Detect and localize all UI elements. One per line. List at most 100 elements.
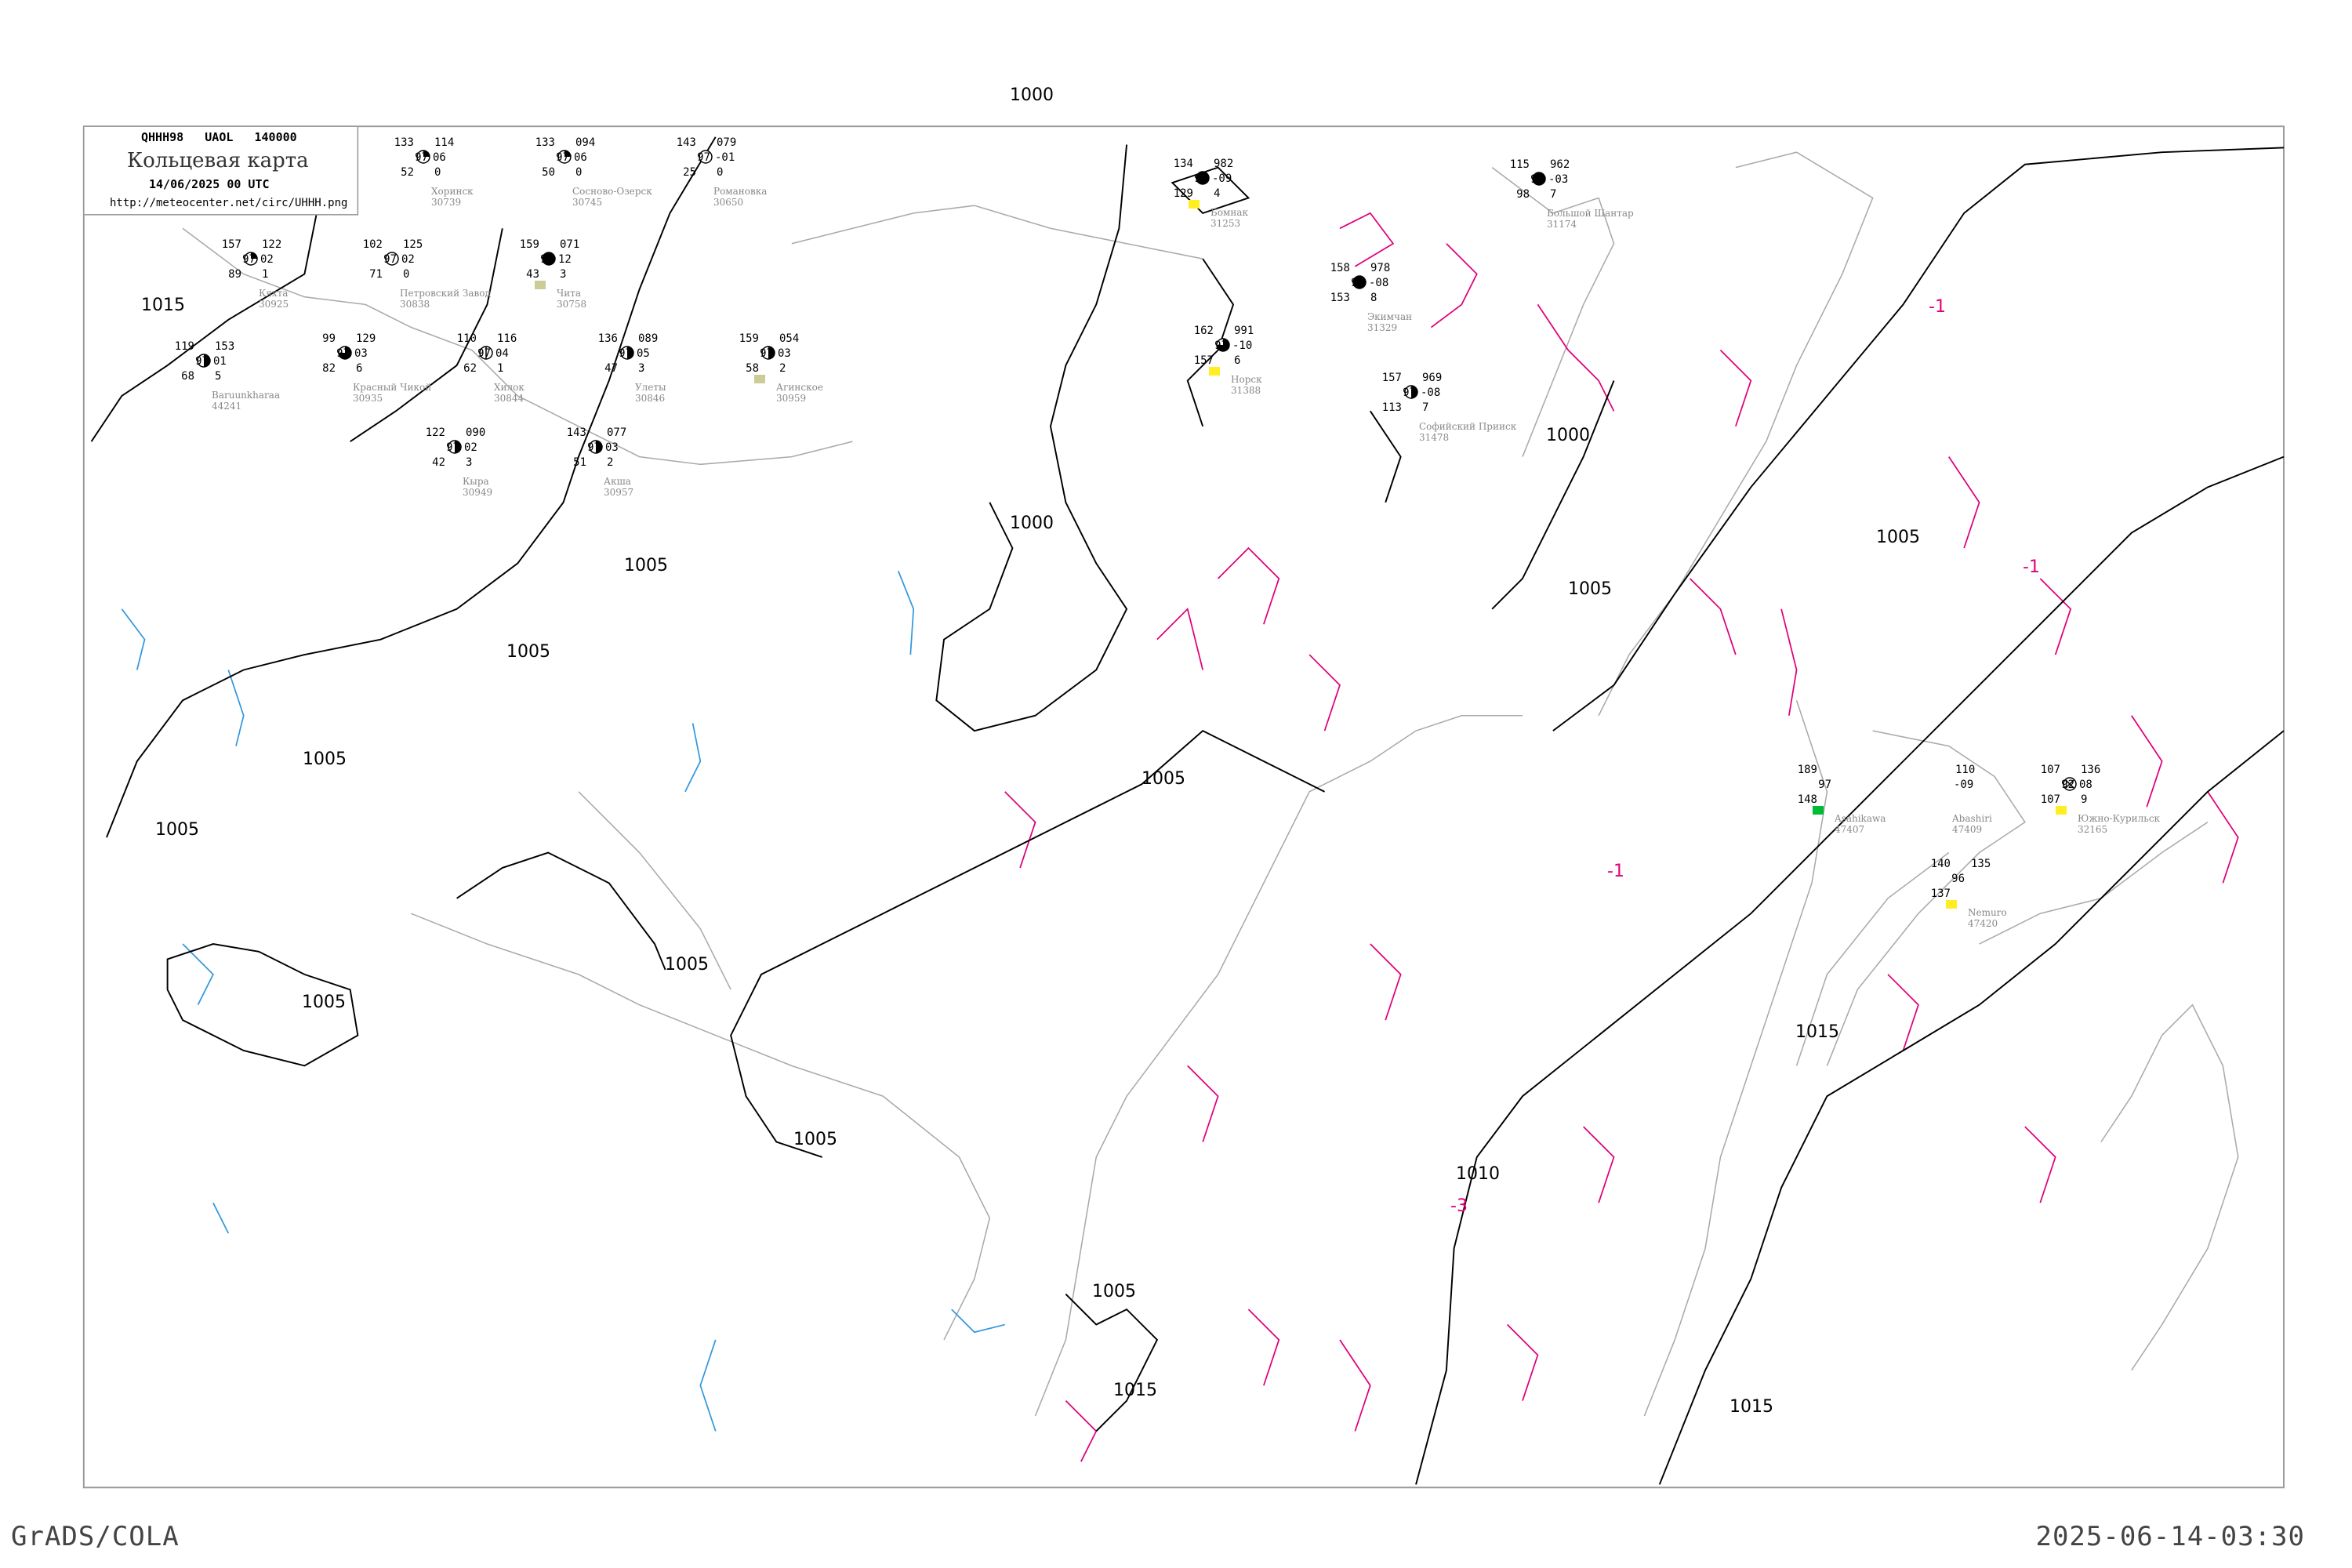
- station-td: 137: [1931, 887, 1951, 900]
- isotherm-label: -1: [1929, 297, 1946, 317]
- isobar-labels: 1000100010001005100510051005100510051005…: [141, 85, 2040, 1417]
- station-p: 116: [497, 332, 517, 345]
- precip-marker: [1209, 367, 1220, 376]
- station-vis: 97: [336, 347, 350, 360]
- station-vis: 97: [619, 347, 632, 360]
- station-id: 31388: [1231, 385, 1261, 396]
- isobar-label: 1005: [506, 642, 550, 662]
- cloud-cover-fill: [423, 151, 430, 157]
- station-name: Петровский Завод: [400, 288, 491, 299]
- precip-marker: [535, 281, 546, 289]
- isobar-label: 1005: [624, 556, 668, 575]
- precip-marker: [1813, 806, 1824, 815]
- station-t: 133: [394, 136, 414, 149]
- isobar-label: 1005: [1092, 1282, 1136, 1301]
- station-a: 7: [1422, 401, 1428, 414]
- footer-right: 2025-06-14-03:30: [2035, 1521, 2305, 1552]
- station-td: 68: [181, 370, 194, 383]
- station-td: 62: [463, 362, 477, 375]
- station-a: 3: [560, 268, 566, 281]
- station-td: 98: [1516, 188, 1530, 201]
- precip-marker: [1189, 200, 1200, 209]
- station-a: 4: [1214, 187, 1220, 200]
- station-name: Baruunkharaa: [212, 390, 280, 401]
- station-t: 115: [1510, 158, 1530, 171]
- station-tend: 02: [464, 441, 477, 454]
- isotherm-label: -3: [1450, 1196, 1468, 1216]
- isotherms: [1004, 212, 2239, 1462]
- station-name: Сосново-Озерск: [572, 186, 652, 197]
- station-name: Кяхта: [259, 288, 288, 299]
- station-tend: -09: [1954, 779, 1973, 791]
- cloud-cover-fill: [455, 441, 461, 453]
- station-tend: 05: [637, 347, 650, 360]
- station-td: 148: [1798, 793, 1817, 806]
- isobar-label: 1000: [1546, 426, 1590, 445]
- station-t: 158: [1330, 262, 1350, 274]
- station-vis: 97: [242, 253, 256, 266]
- station-id: 47407: [1835, 824, 1864, 835]
- station-a: 7: [1550, 188, 1556, 201]
- station-t: 140: [1931, 858, 1951, 870]
- station-vis: 97: [697, 151, 710, 164]
- station-id: 30935: [353, 393, 383, 404]
- station-a: 0: [575, 166, 582, 179]
- station-vis: 97: [195, 355, 209, 368]
- source-url: http://meteocenter.net/circ/UHHH.png: [110, 197, 347, 209]
- station-td: 107: [2041, 793, 2060, 806]
- station-name: Агинское: [776, 382, 823, 393]
- station-vis: 97: [383, 253, 397, 266]
- station-id: 32165: [2078, 824, 2107, 835]
- station-tend: 03: [778, 347, 791, 360]
- station-id: 30739: [431, 197, 461, 208]
- station-name: Nemuro: [1968, 907, 2007, 918]
- station-t: 189: [1798, 764, 1817, 776]
- station-td: 50: [542, 166, 555, 179]
- isobar-label: 1000: [1010, 85, 1054, 105]
- isobar-label: 1015: [1730, 1397, 1773, 1417]
- station-p: 122: [262, 238, 281, 251]
- station-id: 30957: [604, 487, 633, 498]
- station-p: 094: [575, 136, 595, 149]
- station-id: 30925: [259, 299, 289, 310]
- cloud-cover-icon: [699, 150, 713, 164]
- station-tend: 01: [213, 355, 227, 368]
- station-p: 991: [1234, 325, 1254, 337]
- station-tend: -09: [1212, 172, 1232, 185]
- isobar-label: 1005: [665, 955, 709, 975]
- station-t: 143: [677, 136, 696, 149]
- station-vis: 97: [1403, 387, 1416, 399]
- station-tend: -03: [1548, 173, 1568, 186]
- station-name: Красный Чикой: [353, 382, 431, 393]
- station-t: 119: [175, 340, 194, 353]
- station-td: 89: [228, 268, 241, 281]
- station-tend: -08: [1369, 277, 1388, 289]
- cloud-cover-fill: [339, 347, 351, 359]
- cloud-cover-fill: [204, 354, 210, 367]
- station-name: Кыра: [463, 476, 489, 487]
- station-a: 1: [497, 362, 503, 375]
- station-id: 30838: [400, 299, 430, 310]
